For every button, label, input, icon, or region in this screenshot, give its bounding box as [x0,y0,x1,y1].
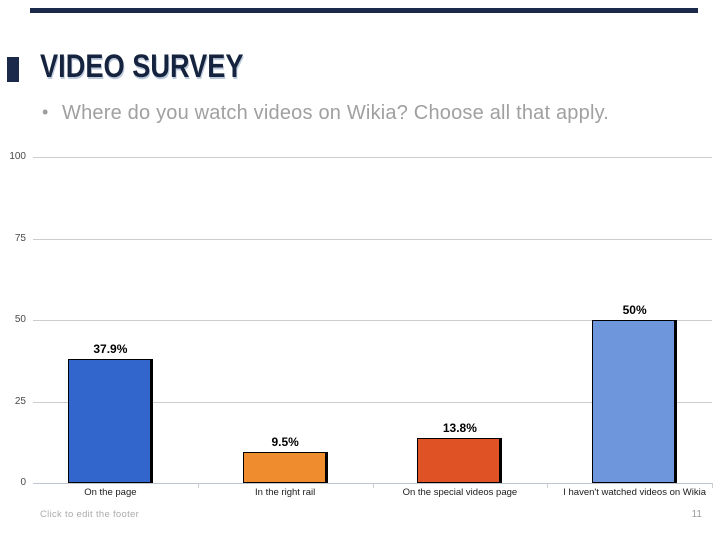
gridline-50 [33,320,712,321]
x-axis-tick [547,483,549,488]
bar-value-label: 37.9% [93,342,128,357]
bar-4 [592,320,678,483]
x-axis-tick [712,483,713,488]
y-axis-tick-label: 50 [14,314,26,325]
footer-placeholder[interactable]: Click to edit the footer [40,509,140,520]
slide-title: VIDEO SURVEY [40,48,244,84]
x-axis-category-label: I haven't watched videos on Wikia [563,487,707,498]
x-axis-category-label: On the special videos page [402,487,518,498]
bullet-line: • Where do you watch videos on Wikia? Cho… [42,102,718,125]
page-number: 11 [691,509,702,520]
bar-value-label: 50% [622,303,647,317]
gridline-25 [33,401,712,403]
bar-2 [242,452,328,483]
y-axis-tick-label: 0 [20,477,26,488]
y-axis-tick-label: 75 [14,232,26,244]
bar-value-label: 9.5% [271,435,299,450]
x-axis-tick [372,483,374,488]
x-axis-category-label: In the right rail [255,487,316,498]
bullet-text: Where do you watch videos on Wikia? Choo… [62,102,610,124]
x-axis-category-label: On the page [84,487,137,498]
bar-3 [417,438,503,483]
top-accent-bar [30,8,698,13]
y-axis-tick-label: 100 [9,151,26,162]
title-square-marker [7,57,19,82]
y-axis-tick-label: 25 [14,395,26,407]
gridline-75 [33,238,712,240]
bar-value-label: 13.8% [442,421,477,435]
gridline-100 [33,157,712,158]
x-axis-tick [197,483,199,488]
bullet-dot: • [42,102,49,122]
bar-1 [67,359,153,483]
